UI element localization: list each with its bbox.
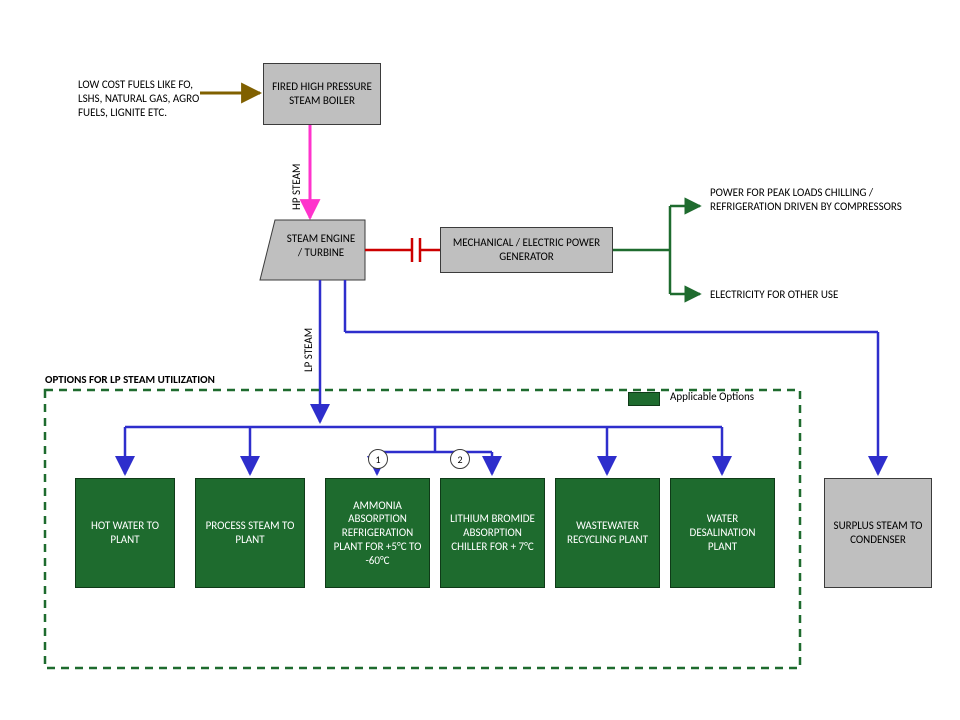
legend-label: Applicable Options [670,390,754,404]
circle-2-text: 2 [457,453,462,466]
option-hot-water-text: HOT WATER TO PLANT [80,519,170,547]
fuels-label: LOW COST FUELS LIKE FO, LSHS, NATURAL GA… [78,78,218,119]
option-ammonia-text: AMMONIA ABSORPTION REFRIGERATION PLANT F… [330,499,425,568]
lp-steam-label: LP STEAM [302,328,316,372]
option-process-steam-text: PROCESS STEAM TO PLANT [200,519,300,547]
boiler-box: FIRED HIGH PRESSURE STEAM BOILER [263,63,381,125]
option-hot-water: HOT WATER TO PLANT [75,478,175,588]
option-wastewater-text: WASTEWATER RECYCLING PLANT [560,519,655,547]
option-wastewater: WASTEWATER RECYCLING PLANT [555,478,660,588]
option-libr-text: LITHIUM BROMIDE ABSORPTION CHILLER FOR +… [445,512,540,553]
option-process-steam: PROCESS STEAM TO PLANT [195,478,305,588]
legend-swatch [628,392,660,406]
options-title: OPTIONS FOR LP STEAM UTILIZATION [45,373,215,387]
condenser-text: SURPLUS STEAM TO CONDENSER [829,519,927,547]
option-desal: WATER DESALINATION PLANT [670,478,775,588]
condenser-box: SURPLUS STEAM TO CONDENSER [824,478,932,588]
boiler-text: FIRED HIGH PRESSURE STEAM BOILER [268,80,376,108]
option-libr: LITHIUM BROMIDE ABSORPTION CHILLER FOR +… [440,478,545,588]
power-output-2: ELECTRICITY FOR OTHER USE [710,288,910,302]
circle-1-text: 1 [375,453,380,466]
circle-2: 2 [450,449,470,469]
generator-box: MECHANICAL / ELECTRIC POWER GENERATOR [440,227,613,273]
option-desal-text: WATER DESALINATION PLANT [675,512,770,553]
option-ammonia: AMMONIA ABSORPTION REFRIGERATION PLANT F… [325,478,430,588]
generator-text: MECHANICAL / ELECTRIC POWER GENERATOR [445,236,608,264]
circle-1: 1 [368,449,388,469]
power-output-1: POWER FOR PEAK LOADS CHILLING / REFRIGER… [710,186,910,214]
hp-steam-label: HP STEAM [290,164,304,210]
turbine-label: STEAM ENGINE / TURBINE [286,232,356,260]
